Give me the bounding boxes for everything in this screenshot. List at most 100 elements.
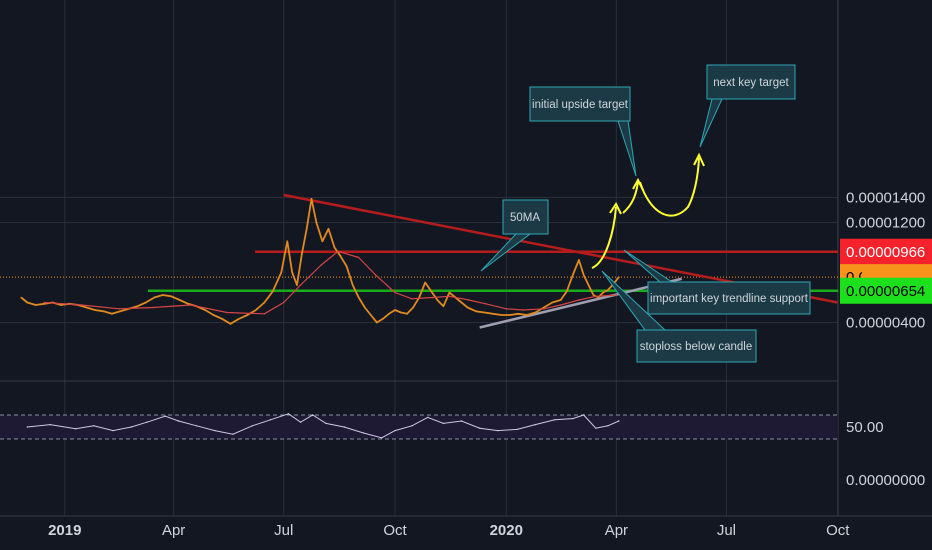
- osc-point-7: [164, 415, 166, 417]
- osc-point-29: [534, 423, 536, 426]
- price-point-8: [85, 306, 88, 309]
- price-point-22: [204, 309, 206, 311]
- osc-point-23: [427, 416, 429, 419]
- osc-point-27: [497, 429, 499, 432]
- price-point-50: [388, 313, 390, 315]
- osc-point-17: [325, 422, 327, 425]
- price-point-57: [430, 290, 433, 293]
- price-point-56: [424, 281, 427, 284]
- arrow-up-1-head: [609, 202, 622, 215]
- osc-point-32: [583, 414, 585, 416]
- price-point-38: [315, 221, 318, 224]
- price-point-42: [339, 255, 342, 258]
- price-point-58: [436, 299, 439, 301]
- osc-point-24: [442, 422, 445, 425]
- price-point-77: [578, 259, 580, 261]
- osc-point-10: [214, 429, 216, 432]
- x-tick-label: Apr: [605, 522, 628, 539]
- annotation-stoploss[interactable]: stoploss below candle: [601, 270, 757, 363]
- price-point-71: [534, 311, 537, 314]
- price-tag-label-3: 0.00000654: [846, 283, 925, 300]
- annotation-50ma[interactable]: 50MA: [480, 199, 549, 272]
- price-point-82: [602, 291, 604, 294]
- x-tick-label: Jul: [717, 522, 736, 539]
- annotation-next-target[interactable]: next key target: [699, 64, 796, 148]
- price-point-69: [517, 313, 520, 315]
- annotation-next-target-bubble: [699, 64, 796, 148]
- ma-point-7: [282, 301, 285, 304]
- x-tick-label: Apr: [162, 522, 185, 539]
- osc-point-20: [381, 437, 383, 439]
- ma-line: [44, 250, 617, 315]
- price-tag-3: [840, 277, 932, 304]
- price-point-64: [475, 310, 477, 313]
- ma-point-0: [43, 301, 45, 304]
- price-point-16: [153, 296, 156, 299]
- price-point-75: [566, 290, 568, 293]
- osc-point-26: [479, 427, 481, 429]
- price-point-30: [272, 290, 274, 293]
- ma-point-23: [578, 299, 580, 301]
- price-point-36: [305, 228, 308, 230]
- price-point-81: [597, 296, 599, 299]
- price-point-79: [587, 284, 590, 286]
- price-point-39: [321, 240, 324, 243]
- price-point-40: [327, 228, 330, 230]
- annotations: 50MA initial upside target next key targ…: [480, 64, 811, 363]
- osc-point-22: [411, 425, 413, 427]
- price-point-15: [145, 301, 147, 304]
- price-point-23: [212, 314, 215, 316]
- price-point-10: [102, 310, 105, 313]
- annotation-initial-target-text: initial upside target: [532, 99, 629, 111]
- price-point-27: [246, 314, 249, 316]
- arrow-up-2: [622, 181, 639, 214]
- price-point-47: [370, 314, 372, 316]
- ma-point-8: [299, 284, 302, 286]
- ma-point-1: [80, 304, 83, 306]
- osc-point-15: [299, 421, 302, 423]
- osc-point-18: [343, 426, 345, 428]
- price-point-83: [607, 289, 609, 291]
- annotation-trendline-support[interactable]: important key trendline support: [623, 249, 811, 315]
- osc-point-2: [74, 428, 77, 430]
- time-axis[interactable]: 2019 Apr Jul Oct 2020 Apr Jul Oct: [48, 522, 850, 539]
- price-point-78: [582, 274, 585, 276]
- price-point-65: [483, 311, 486, 314]
- price-point-18: [170, 295, 172, 298]
- ma-point-19: [505, 308, 508, 310]
- annotation-initial-target[interactable]: initial upside target: [529, 86, 637, 177]
- price-axis[interactable]: 0.00001400 0.00001200 0.00000400 50.00 0.000…: [846, 190, 925, 490]
- ma-point-24: [595, 295, 597, 298]
- annotation-stoploss-bubble: [601, 270, 757, 363]
- osc-point-31: [572, 417, 574, 420]
- price-point-0: [20, 296, 23, 299]
- ma-point-10: [337, 250, 339, 253]
- price-point-48: [376, 321, 378, 324]
- osc-point-30: [554, 419, 556, 421]
- price-point-54: [412, 306, 414, 309]
- osc-point-33: [595, 427, 597, 429]
- price-point-70: [526, 314, 528, 316]
- ma-point-12: [374, 274, 377, 276]
- price-point-32: [286, 240, 289, 243]
- price-point-63: [466, 306, 469, 309]
- osc-point-1: [49, 423, 51, 426]
- osc-tick-label: 50.00: [846, 419, 884, 436]
- price-point-60: [448, 291, 451, 294]
- ma-point-22: [559, 304, 562, 306]
- osc-point-34: [607, 425, 609, 427]
- price-point-51: [394, 309, 396, 311]
- ma-point-3: [152, 306, 154, 309]
- ma-point-4: [189, 304, 192, 306]
- ma-point-18: [484, 303, 487, 305]
- ma-point-2: [118, 308, 120, 310]
- osc-point-28: [516, 428, 518, 431]
- price-point-9: [94, 309, 96, 311]
- ma-point-25: [615, 294, 618, 296]
- ma-point-5: [226, 311, 228, 314]
- price-point-12: [119, 310, 122, 313]
- x-tick-label: Jul: [274, 522, 293, 539]
- ma-point-11: [357, 256, 360, 259]
